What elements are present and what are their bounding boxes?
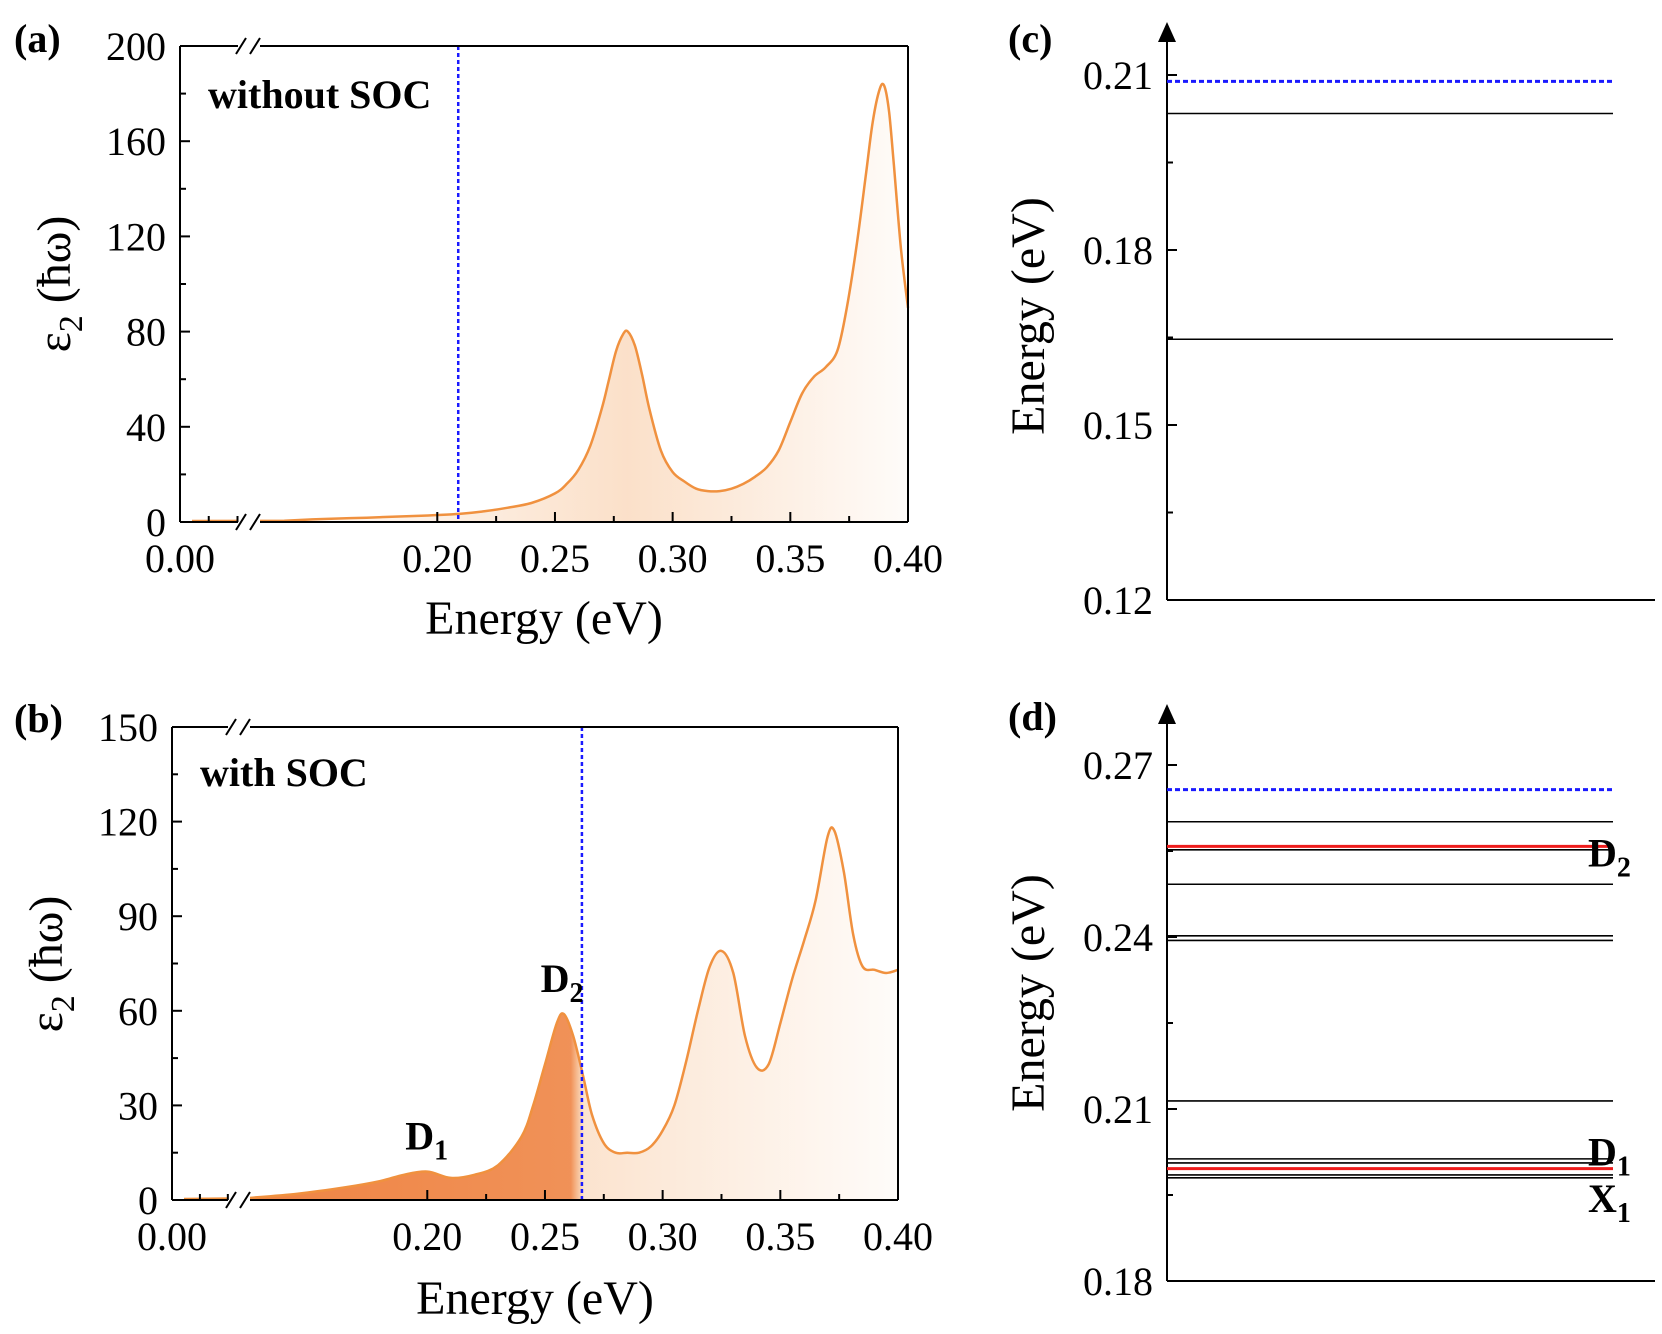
panel-a-annotation: without SOC <box>208 72 431 117</box>
peak-label: D2 <box>541 956 584 1009</box>
panel-c-y-ticks: 0.12 0.15 0.18 0.21 <box>1083 53 1177 623</box>
panel-a-x-ticks: 0.00 0.20 0.25 0.30 0.35 0.40 <box>145 512 943 581</box>
panel-c-levels <box>1167 79 1613 341</box>
panel-a-label: (a) <box>14 16 61 61</box>
x-tick-label: 0.00 <box>137 1214 207 1259</box>
panel-b-peak-labels: D1 D2 <box>405 956 583 1167</box>
x-tick-label: 0.25 <box>520 536 590 581</box>
panel-b-area <box>243 827 898 1200</box>
panel-a-x-label: Energy (eV) <box>425 592 663 645</box>
panel-a-break-mark-top <box>235 37 261 55</box>
panel-b-x-ticks: 0.00 0.20 0.25 0.30 0.35 0.40 <box>137 1190 933 1259</box>
panel-a-y-label: ε2 (ħω) <box>28 216 90 353</box>
x-tick-label: 0.00 <box>145 536 215 581</box>
y-tick-label: 30 <box>118 1083 158 1128</box>
panel-b-y-ticks: 0 30 60 90 120 150 <box>98 705 182 1223</box>
y-tick-label: 0.27 <box>1083 743 1153 788</box>
y-tick-label: 120 <box>98 800 158 845</box>
y-tick-label: 0.24 <box>1083 915 1153 960</box>
panel-c-label: (c) <box>1008 16 1052 61</box>
peak-label: D1 <box>405 1114 448 1167</box>
y-tick-label: 0.18 <box>1083 1259 1153 1304</box>
panel-b-x-label: Energy (eV) <box>416 1272 654 1325</box>
x-tick-label: 0.35 <box>755 536 825 581</box>
y-tick-label: 0.18 <box>1083 228 1153 273</box>
level-label: D2 <box>1588 831 1631 884</box>
panel-b-break-mark-bottom <box>225 1191 251 1209</box>
y-tick-label: 0.15 <box>1083 403 1153 448</box>
y-tick-label: 80 <box>126 310 166 355</box>
x-tick-label: 0.30 <box>638 536 708 581</box>
panel-d-y-arrow <box>1158 704 1176 724</box>
panel-b-break-mark-top <box>225 718 251 736</box>
panel-b-annotation: with SOC <box>200 750 368 795</box>
panel-a-curve <box>191 82 910 523</box>
y-tick-label: 0.21 <box>1083 1087 1153 1132</box>
y-tick-label: 0.21 <box>1083 53 1153 98</box>
y-tick-label: 120 <box>106 214 166 259</box>
panel-d-y-label: Energy (eV) <box>1002 874 1055 1112</box>
y-tick-label: 60 <box>118 989 158 1034</box>
level-label: X1 <box>1588 1176 1631 1229</box>
panel-a-area <box>284 83 908 523</box>
y-tick-label: 90 <box>118 894 158 939</box>
x-tick-label: 0.40 <box>863 1214 933 1259</box>
x-tick-label: 0.25 <box>510 1214 580 1259</box>
y-tick-label: 200 <box>106 24 166 69</box>
y-tick-label: 40 <box>126 405 166 450</box>
x-tick-label: 0.30 <box>628 1214 698 1259</box>
x-tick-label: 0.20 <box>392 1214 462 1259</box>
y-tick-label: 0 <box>138 1178 158 1223</box>
panel-d-levels <box>1167 788 1613 1179</box>
x-tick-label: 0.40 <box>873 536 943 581</box>
panel-d-y-ticks: 0.18 0.21 0.24 0.27 <box>1083 743 1177 1304</box>
panel-b-label: (b) <box>14 696 63 741</box>
y-tick-label: 0 <box>146 500 166 545</box>
panel-a-y-ticks: 0 40 80 120 160 200 <box>106 24 190 545</box>
y-tick-label: 160 <box>106 119 166 164</box>
panel-b-curve <box>183 826 899 1201</box>
panel-a-break-mark-bottom <box>235 513 261 531</box>
level-label: D1 <box>1588 1129 1631 1182</box>
y-tick-label: 0.12 <box>1083 578 1153 623</box>
x-tick-label: 0.20 <box>402 536 472 581</box>
panel-d-label: (d) <box>1008 694 1057 739</box>
x-tick-label: 0.35 <box>745 1214 815 1259</box>
panel-c: (c) 0.12 0.15 0.18 0.21 Energy (eV) <box>1002 16 1655 623</box>
y-tick-label: 150 <box>98 705 158 750</box>
panel-c-y-arrow <box>1158 22 1176 42</box>
panel-b-y-label: ε2 (ħω) <box>20 896 82 1033</box>
panel-c-y-label: Energy (eV) <box>1002 197 1055 435</box>
